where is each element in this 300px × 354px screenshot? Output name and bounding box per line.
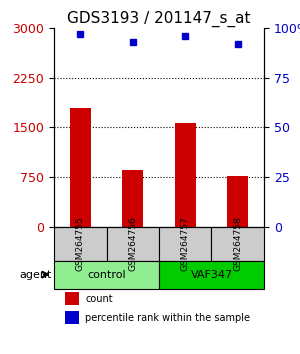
- FancyBboxPatch shape: [212, 227, 264, 261]
- Text: GSM264755: GSM264755: [76, 216, 85, 271]
- Text: count: count: [85, 294, 113, 304]
- Bar: [227, 176, 248, 227]
- Text: GSM264757: GSM264757: [181, 216, 190, 271]
- Bar: [64, 292, 79, 305]
- Text: agent: agent: [19, 270, 51, 280]
- Text: control: control: [87, 270, 126, 280]
- Bar: [175, 123, 196, 227]
- FancyBboxPatch shape: [54, 227, 106, 261]
- FancyBboxPatch shape: [159, 261, 264, 289]
- Text: GSM264758: GSM264758: [233, 216, 242, 271]
- FancyBboxPatch shape: [159, 227, 211, 261]
- Title: GDS3193 / 201147_s_at: GDS3193 / 201147_s_at: [67, 11, 251, 27]
- FancyBboxPatch shape: [106, 227, 159, 261]
- Text: percentile rank within the sample: percentile rank within the sample: [85, 313, 250, 322]
- FancyBboxPatch shape: [54, 261, 159, 289]
- Bar: [122, 170, 143, 227]
- Text: VAF347: VAF347: [190, 270, 232, 280]
- Bar: [64, 311, 79, 324]
- Text: GSM264756: GSM264756: [128, 216, 137, 271]
- Bar: [70, 108, 91, 227]
